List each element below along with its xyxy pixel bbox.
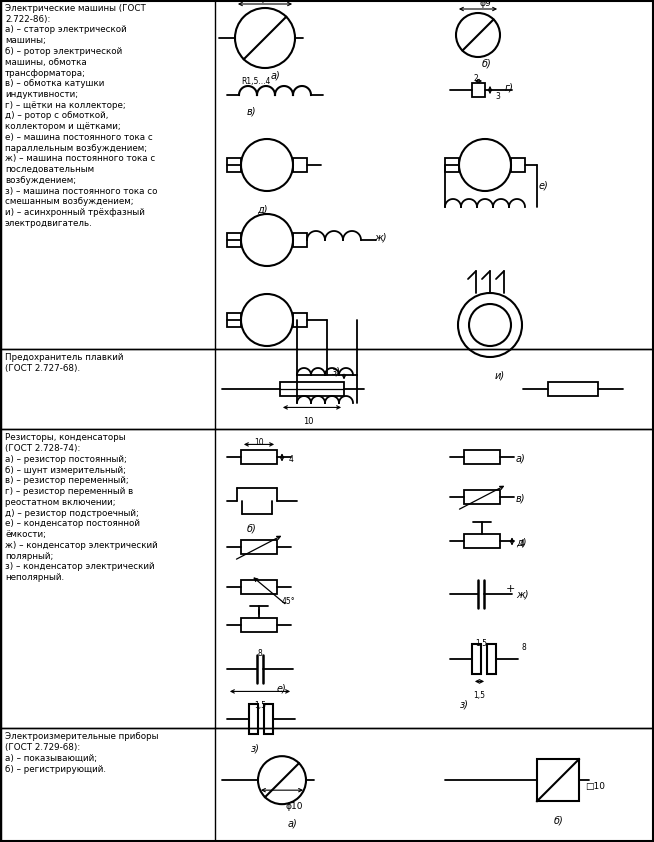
Text: Электроизмерительные приборы
(ГОСТ 2.729-68):
а) – показывающий;
б) – регистриру: Электроизмерительные приборы (ГОСТ 2.729… bbox=[5, 733, 158, 774]
Bar bbox=[241, 580, 277, 594]
Text: в): в) bbox=[247, 107, 256, 117]
Text: и): и) bbox=[495, 371, 505, 381]
Bar bbox=[1, 429, 653, 728]
Bar bbox=[1, 0, 653, 349]
Text: 1,5: 1,5 bbox=[475, 639, 487, 648]
Text: 1,5: 1,5 bbox=[473, 691, 485, 701]
Bar bbox=[227, 158, 241, 172]
Bar bbox=[280, 382, 344, 397]
Bar bbox=[548, 382, 598, 397]
Bar bbox=[293, 313, 307, 327]
Text: R1,5...4: R1,5...4 bbox=[241, 77, 270, 86]
Text: з): з) bbox=[251, 743, 260, 754]
Text: ж): ж) bbox=[516, 589, 528, 600]
Bar bbox=[1, 728, 653, 842]
Text: е): е) bbox=[277, 684, 286, 694]
Text: з): з) bbox=[332, 367, 341, 377]
Bar bbox=[511, 158, 525, 172]
Bar bbox=[464, 450, 500, 465]
Bar bbox=[537, 759, 579, 802]
Text: □10: □10 bbox=[585, 782, 605, 791]
Text: б): б) bbox=[482, 59, 492, 69]
Text: 2: 2 bbox=[473, 74, 478, 83]
Text: 1,5: 1,5 bbox=[254, 701, 266, 711]
Text: 8: 8 bbox=[522, 643, 526, 653]
Text: а): а) bbox=[271, 70, 281, 80]
Bar bbox=[227, 313, 241, 327]
Text: Предохранитель плавкий
(ГОСТ 2.727-68).: Предохранитель плавкий (ГОСТ 2.727-68). bbox=[5, 354, 124, 373]
Text: е): е) bbox=[539, 180, 549, 190]
Text: б): б) bbox=[554, 815, 564, 825]
Text: д): д) bbox=[516, 537, 526, 547]
Text: б): б) bbox=[247, 524, 257, 534]
Bar bbox=[464, 535, 500, 548]
Text: з): з) bbox=[460, 700, 468, 710]
Bar bbox=[487, 644, 496, 674]
Bar bbox=[293, 233, 307, 247]
Bar bbox=[472, 644, 481, 674]
Bar bbox=[1, 349, 653, 429]
Bar bbox=[293, 158, 307, 172]
Bar bbox=[445, 158, 459, 172]
Bar bbox=[241, 618, 277, 632]
Bar bbox=[241, 450, 277, 465]
Bar bbox=[472, 83, 485, 97]
Text: ϕ10: ϕ10 bbox=[286, 802, 303, 811]
Text: Электрические машины (ГОСТ
2.722-86):
а) – статор электрической
машины;
б) – рот: Электрические машины (ГОСТ 2.722-86): а)… bbox=[5, 4, 158, 228]
Text: 10: 10 bbox=[303, 418, 313, 426]
Text: а): а) bbox=[288, 818, 298, 829]
Text: Резисторы, конденсаторы
(ГОСТ 2.728-74):
а) – резистор постоянный;
б) – шунт изм: Резисторы, конденсаторы (ГОСТ 2.728-74):… bbox=[5, 434, 158, 582]
Text: +: + bbox=[506, 584, 515, 594]
Text: 45°: 45° bbox=[282, 598, 296, 606]
Bar bbox=[227, 233, 241, 247]
Text: д): д) bbox=[257, 205, 267, 215]
Text: в): в) bbox=[516, 493, 526, 504]
Text: ϕ12: ϕ12 bbox=[260, 0, 277, 3]
Text: 8: 8 bbox=[258, 649, 262, 658]
Text: ϕ9: ϕ9 bbox=[480, 0, 492, 8]
Text: 4: 4 bbox=[289, 456, 294, 465]
Bar bbox=[241, 541, 277, 554]
Text: ж): ж) bbox=[374, 232, 387, 242]
Bar bbox=[464, 490, 500, 504]
Text: г): г) bbox=[505, 82, 514, 92]
Text: 10: 10 bbox=[254, 439, 264, 447]
Text: 4: 4 bbox=[520, 540, 525, 548]
Bar bbox=[249, 705, 258, 734]
Text: а): а) bbox=[516, 454, 526, 463]
Bar bbox=[264, 705, 273, 734]
Text: 3: 3 bbox=[495, 92, 500, 101]
